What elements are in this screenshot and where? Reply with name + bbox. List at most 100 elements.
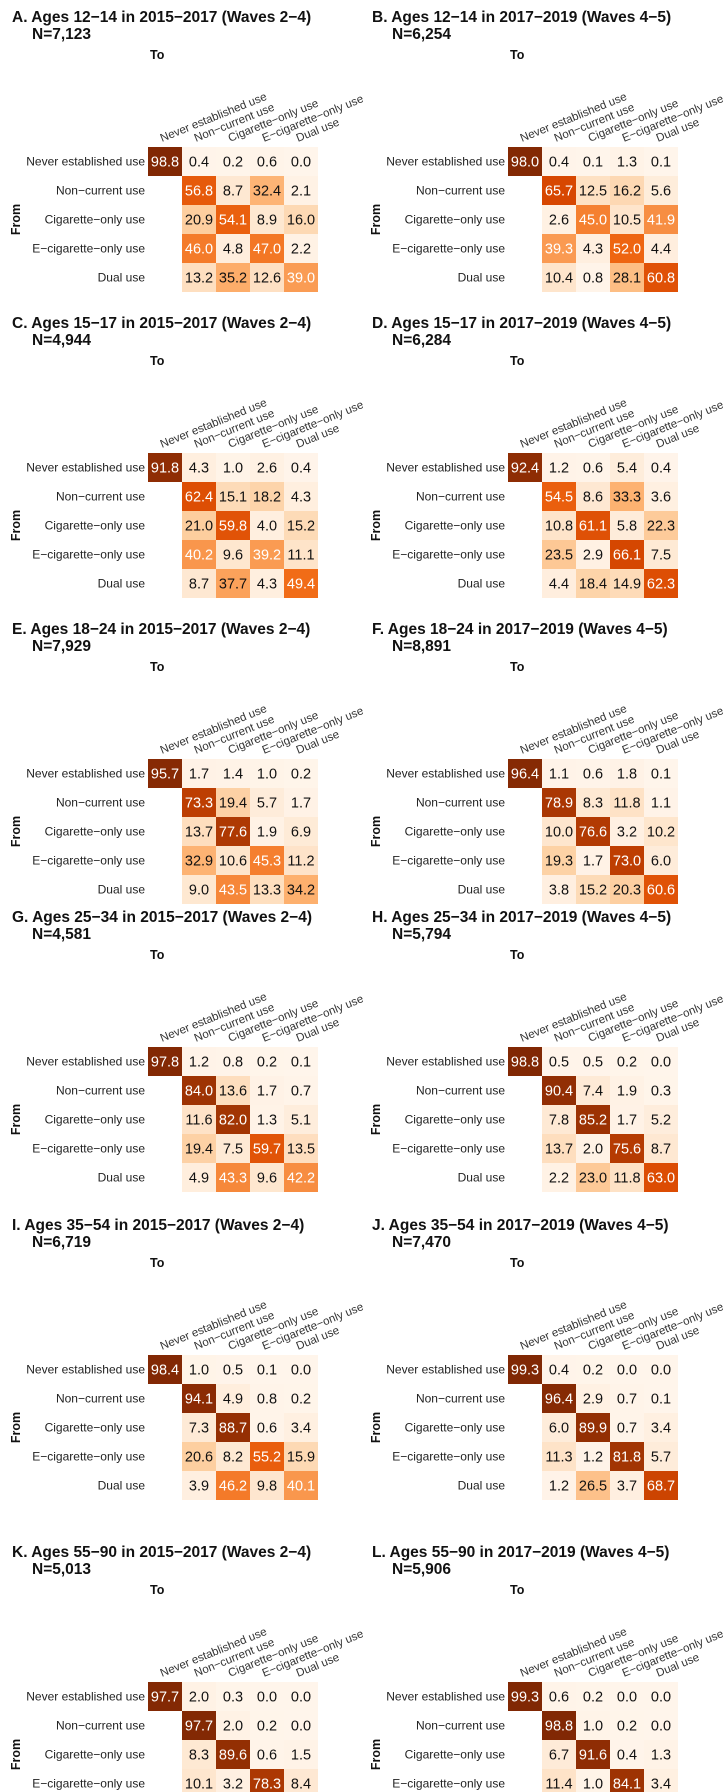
heatmap-cell: [250, 1355, 284, 1384]
heatmap-cell: [610, 263, 644, 292]
cell-value-label: 11.4: [545, 1777, 572, 1792]
row-label-non-current-use: Non−current use: [416, 490, 505, 504]
cell-value-label: 40.1: [287, 1479, 315, 1495]
cell-value-label: 12.5: [579, 184, 607, 200]
cell-value-label: 0.1: [257, 1363, 277, 1379]
heatmap-cell: [284, 482, 318, 511]
heatmap-cell: [284, 1134, 318, 1163]
heatmap-cell: [644, 1384, 678, 1413]
cell-value-label: 23.0: [579, 1171, 607, 1187]
heatmap-cell: [284, 511, 318, 540]
heatmap-cell: [284, 1682, 318, 1711]
heatmap-cell: [284, 1076, 318, 1105]
heatmap-cell: [610, 569, 644, 598]
heatmap-cell: [284, 875, 318, 904]
cell-value-label: 98.0: [511, 155, 539, 171]
cell-value-label: 0.6: [257, 155, 277, 171]
cell-value-label: 2.0: [189, 1690, 209, 1706]
cell-value-label: 0.3: [223, 1690, 243, 1706]
heatmap-cell: [576, 482, 610, 511]
heatmap-cell: [644, 1769, 678, 1792]
cell-value-label: 0.4: [189, 155, 209, 171]
cell-value-label: 15.2: [579, 883, 607, 899]
cell-value-label: 0.8: [583, 271, 603, 287]
heatmap-cell: [148, 1682, 182, 1711]
cell-value-label: 37.7: [219, 577, 247, 593]
heatmap-cell: [610, 1769, 644, 1792]
cell-value-label: 0.5: [583, 1055, 603, 1071]
row-label-e-cigarette-only-use: E−cigarette−only use: [32, 1450, 145, 1464]
cell-value-label: 14.9: [613, 577, 641, 593]
heatmap-cell: [250, 846, 284, 875]
heatmap-cell: [576, 205, 610, 234]
cell-value-label: 0.4: [549, 155, 569, 171]
cell-value-label: 1.1: [549, 767, 569, 783]
heatmap-cell: [576, 875, 610, 904]
cell-value-label: 1.3: [257, 1113, 277, 1129]
heatmap-cell: [542, 788, 576, 817]
cell-value-label: 10.6: [219, 854, 247, 870]
row-label-never-established-use: Never established use: [26, 1055, 145, 1069]
cell-value-label: 26.5: [579, 1479, 607, 1495]
heatmap-cell: [182, 263, 216, 292]
cell-value-label: 21.0: [185, 519, 213, 535]
cell-value-label: 15.9: [287, 1450, 315, 1466]
heatmap-cell: [182, 1076, 216, 1105]
heatmap-cell: [284, 1711, 318, 1740]
heatmap-cell: [576, 1682, 610, 1711]
row-label-never-established-use: Never established use: [26, 1363, 145, 1377]
panel-subtitle: N=7,470: [392, 1234, 451, 1251]
heatmap-cell: [250, 1163, 284, 1192]
row-label-dual-use: Dual use: [458, 1171, 506, 1185]
heatmap-cell: [182, 1711, 216, 1740]
cell-value-label: 3.4: [651, 1777, 671, 1792]
heatmap-cell: [542, 1134, 576, 1163]
heatmap-cell: [576, 1076, 610, 1105]
heatmap-cell: [576, 176, 610, 205]
heatmap-cell: [576, 234, 610, 263]
cell-value-label: 1.0: [583, 1777, 603, 1792]
heatmap-cell: [644, 176, 678, 205]
cell-value-label: 63.0: [647, 1171, 675, 1187]
heatmap-cell: [610, 482, 644, 511]
cell-value-label: 0.1: [583, 155, 603, 171]
heatmap-cell: [610, 759, 644, 788]
cell-value-label: 0.3: [651, 1084, 671, 1100]
x-axis-title: To: [510, 48, 525, 62]
x-axis-title: To: [150, 354, 165, 368]
heatmap-cell: [284, 176, 318, 205]
heatmap-cell: [216, 817, 250, 846]
cell-value-label: 32.9: [185, 854, 213, 870]
heatmap-cell: [610, 846, 644, 875]
heatmap-cell: [508, 453, 542, 482]
heatmap-cell: [250, 234, 284, 263]
heatmap-cell: [216, 1163, 250, 1192]
cell-value-label: 2.9: [583, 1392, 603, 1408]
heatmap-cell: [542, 1711, 576, 1740]
cell-value-label: 1.2: [189, 1055, 209, 1071]
heatmap-cell: [250, 759, 284, 788]
heatmap-cell: [542, 1047, 576, 1076]
cell-value-label: 8.4: [291, 1777, 311, 1792]
cell-value-label: 0.1: [651, 155, 671, 171]
heatmap-cell: [576, 1047, 610, 1076]
cell-value-label: 0.2: [617, 1055, 637, 1071]
cell-value-label: 0.6: [257, 1421, 277, 1437]
heatmap-cell: [542, 1471, 576, 1500]
cell-value-label: 4.4: [549, 577, 569, 593]
cell-value-label: 4.9: [223, 1392, 243, 1408]
cell-value-label: 1.0: [223, 461, 243, 477]
heatmap-cell: [644, 1163, 678, 1192]
heatmap-cell: [284, 788, 318, 817]
cell-value-label: 56.8: [185, 184, 213, 200]
heatmap-cell: [576, 759, 610, 788]
y-axis-title: From: [9, 1412, 23, 1443]
cell-value-label: 62.4: [185, 490, 213, 506]
cell-value-label: 0.1: [651, 1392, 671, 1408]
heatmap-cell: [542, 263, 576, 292]
row-label-dual-use: Dual use: [458, 1479, 506, 1493]
heatmap-cell: [508, 1047, 542, 1076]
y-axis-title: From: [9, 816, 23, 847]
row-label-cigarette-only-use: Cigarette−only use: [45, 213, 146, 227]
cell-value-label: 40.2: [185, 548, 213, 564]
